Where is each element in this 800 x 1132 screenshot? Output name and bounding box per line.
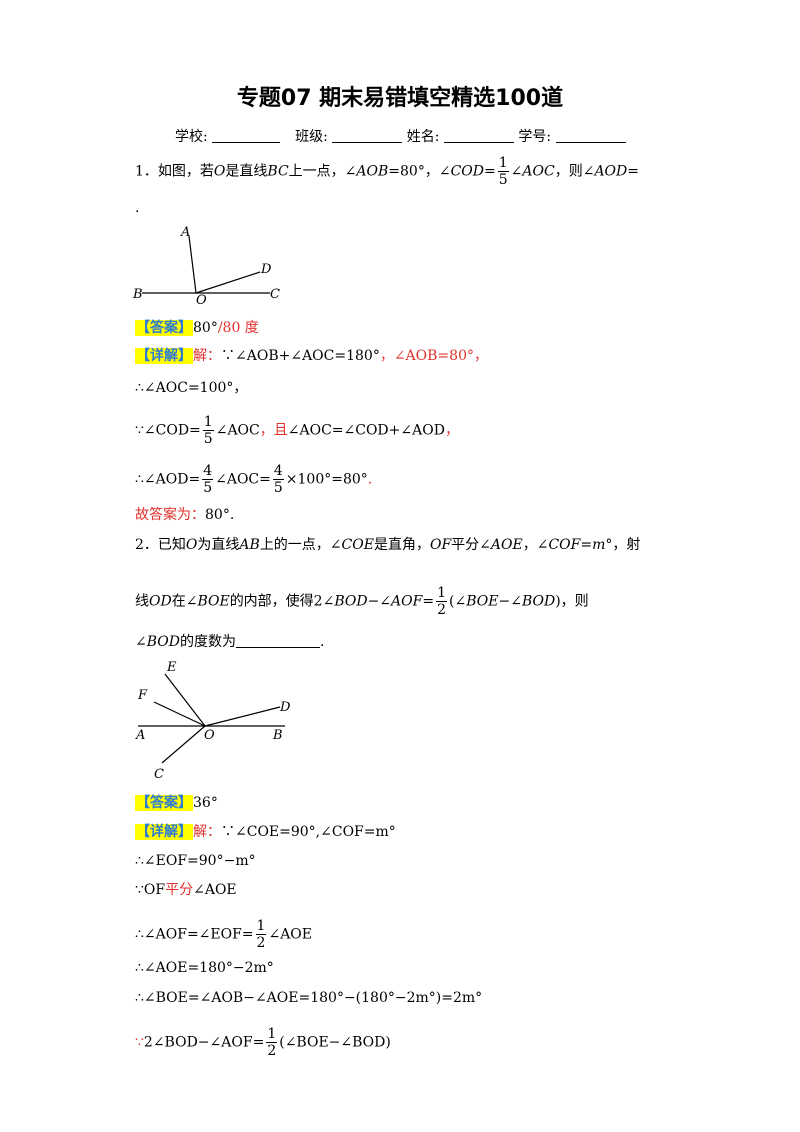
id-blank[interactable] bbox=[555, 128, 626, 143]
label-a: A bbox=[180, 225, 190, 240]
q2-answer: 【答案】36° bbox=[135, 793, 218, 813]
q2-detail-4: ∴∠AOF=∠EOF= 1 2 ∠AOE bbox=[135, 918, 313, 951]
detail-tag: 【详解】 bbox=[135, 824, 193, 840]
q2-figure: E F D A O B C bbox=[135, 660, 291, 782]
q1-var-bc: BC bbox=[267, 163, 289, 180]
q1-line1: 1．如图，若O是直线BC上一点，∠AOB=80°，∠COD= 1 5 ∠AOC，则∠A… bbox=[135, 155, 639, 188]
q2-detail-5: ∴∠AOE=180°−2m° bbox=[135, 960, 274, 976]
q1-var-o: O bbox=[213, 163, 226, 180]
q1-blank-dot: . bbox=[135, 200, 140, 216]
label-o: O bbox=[204, 728, 215, 743]
label-b: B bbox=[272, 728, 283, 743]
ray-oa bbox=[188, 235, 197, 294]
ray-of bbox=[153, 701, 206, 727]
school-label: 学校: bbox=[175, 129, 208, 145]
q1-detail-4: ∴∠AOD= 4 5 ∠AOC= 4 5 ×100°=80°. bbox=[135, 463, 373, 496]
q1-var-aod: AOD bbox=[594, 163, 628, 180]
ray-od bbox=[204, 706, 281, 727]
q1-var-aob: AOB bbox=[356, 163, 389, 180]
q2-detail-3: ∵OF平分∠AOE bbox=[135, 882, 237, 898]
name-label: 姓名: bbox=[406, 129, 440, 145]
q1-detail-1: 【详解】解：∵∠AOB+∠AOC=180°，∠AOB=80°， bbox=[135, 348, 488, 364]
label-o: O bbox=[196, 293, 207, 308]
label-c: C bbox=[270, 287, 280, 302]
q2-detail-7: ∵2∠BOD−∠AOF= 1 2 (∠BOE−∠BOD) bbox=[135, 1026, 391, 1059]
q1-text: ∠ bbox=[510, 163, 523, 180]
q1-detail-2: ∴∠AOC=100°， bbox=[135, 380, 248, 396]
page-title: 专题07 期末易错填空精选100道 bbox=[236, 86, 564, 111]
ray-oe bbox=[164, 673, 206, 727]
label-e: E bbox=[166, 660, 177, 675]
q2-line3: ∠BOD的度数为. bbox=[135, 633, 325, 650]
q2-line1: 2．已知O为直线AB上的一点，∠COE是直角，OF平分∠AOE，∠COF=m°，… bbox=[135, 537, 641, 553]
label-b: B bbox=[132, 287, 143, 302]
q1-text: 1．如图，若 bbox=[135, 163, 214, 180]
q2-detail-1: 【详解】解：∵∠COE=90°,∠COF=m° bbox=[135, 824, 396, 840]
q2-line2: 线OD在∠BOE的内部，使得2∠BOD−∠AOF= 1 2 (∠BOE−∠BOD)，则 bbox=[135, 585, 589, 618]
answer-tag: 【答案】 bbox=[135, 320, 193, 336]
ray-oc bbox=[161, 725, 206, 764]
q1-detail-3: ∵∠COD= 1 5 ∠AOC，且∠AOC=∠COD+∠AOD， bbox=[135, 414, 459, 447]
id-label: 学号: bbox=[518, 129, 552, 145]
label-d: D bbox=[279, 700, 291, 715]
q1-text: = bbox=[627, 163, 639, 180]
q1-text: 是直线 bbox=[225, 163, 268, 180]
answer-value: 80° bbox=[193, 320, 218, 336]
student-info: 学校: 班级: 姓名: 学号: bbox=[175, 126, 626, 146]
q2-detail-6: ∴∠BOE=∠AOB−∠AOE=180°−(180°−2m°)=2m° bbox=[135, 990, 483, 1006]
answer-blank[interactable] bbox=[235, 633, 320, 648]
label-c: C bbox=[154, 767, 164, 782]
detail-tag: 【详解】 bbox=[135, 348, 193, 364]
answer-tag: 【答案】 bbox=[135, 795, 193, 811]
q1-answer: 【答案】80°/80 度 bbox=[135, 318, 259, 338]
q1-text: ，则∠ bbox=[554, 163, 595, 180]
ray-od bbox=[195, 271, 261, 294]
q2-detail-2: ∴∠EOF=90°−m° bbox=[135, 853, 256, 869]
label-d: D bbox=[260, 262, 272, 277]
q1-var-cod: COD bbox=[450, 163, 484, 180]
class-blank[interactable] bbox=[332, 128, 403, 143]
q1-figure: A B O C D bbox=[132, 225, 280, 308]
name-blank[interactable] bbox=[443, 128, 514, 143]
q1-text: 上一点，∠ bbox=[288, 163, 357, 180]
label-a: A bbox=[135, 728, 145, 743]
school-blank[interactable] bbox=[212, 128, 281, 143]
answer-value: 36° bbox=[193, 795, 218, 811]
q1-var-aoc: AOC bbox=[522, 163, 555, 180]
answer-alt: /80 度 bbox=[217, 320, 259, 336]
q1-eq: = bbox=[484, 163, 496, 180]
class-label: 班级: bbox=[295, 129, 328, 145]
q1-final: 故答案为：80°. bbox=[135, 507, 235, 523]
q1-text: =80°，∠ bbox=[388, 163, 451, 180]
label-f: F bbox=[137, 688, 148, 703]
